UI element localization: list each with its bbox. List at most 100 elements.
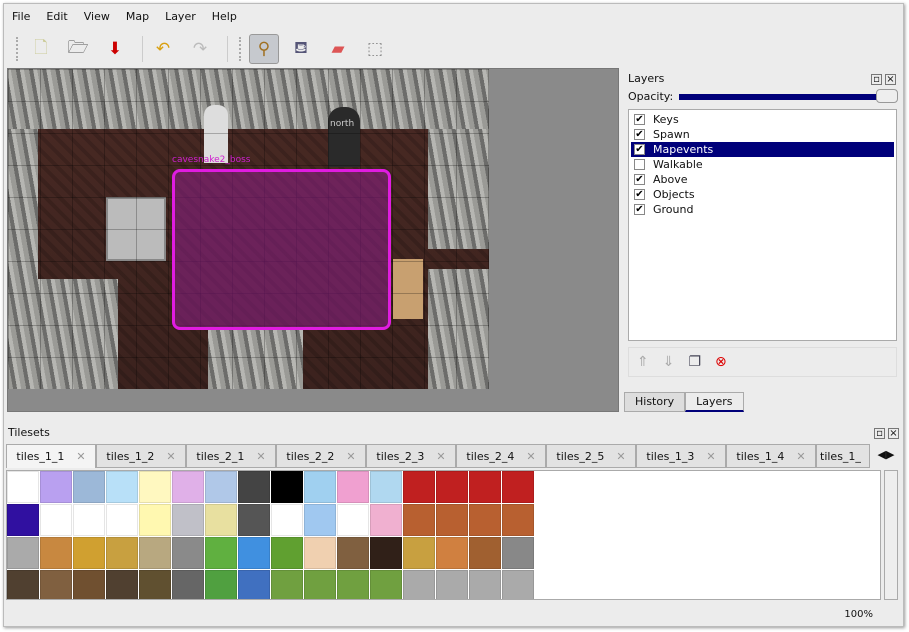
vertical-scrollbar[interactable] xyxy=(884,470,898,600)
tab-layers[interactable]: Layers xyxy=(685,392,744,412)
open-button[interactable]: 🗁 xyxy=(63,34,93,64)
tile[interactable] xyxy=(469,537,501,569)
tile[interactable] xyxy=(436,504,468,536)
opacity-slider[interactable] xyxy=(679,88,898,103)
tileset-tab[interactable]: tiles_2_2 ✕ xyxy=(276,444,366,468)
tile[interactable] xyxy=(172,537,204,569)
tile[interactable] xyxy=(40,570,72,599)
tileset-tab[interactable]: tiles_1_ xyxy=(816,444,870,468)
layer-row[interactable]: ✔ Ground xyxy=(631,202,894,217)
menu-file[interactable]: File xyxy=(12,10,31,23)
close-tab-icon[interactable]: ✕ xyxy=(76,450,86,463)
visibility-checkbox[interactable]: ✔ xyxy=(634,114,645,125)
tile[interactable] xyxy=(271,504,303,536)
tile[interactable] xyxy=(238,504,270,536)
close-tab-icon[interactable]: ✕ xyxy=(436,449,446,463)
eraser-button[interactable]: ▰ xyxy=(323,34,353,64)
layer-row[interactable]: ✔ Objects xyxy=(631,187,894,202)
tile[interactable] xyxy=(403,504,435,536)
tileset-tab[interactable]: tiles_2_3 ✕ xyxy=(366,444,456,468)
visibility-checkbox[interactable] xyxy=(634,159,645,170)
float-icon[interactable]: ▫ xyxy=(874,427,885,439)
tile[interactable] xyxy=(205,471,237,503)
tile[interactable] xyxy=(469,570,501,599)
tile[interactable] xyxy=(73,537,105,569)
selected-event-region[interactable] xyxy=(172,169,391,330)
tile[interactable] xyxy=(205,504,237,536)
tile[interactable] xyxy=(139,570,171,599)
layer-row[interactable]: ✔ Above xyxy=(631,172,894,187)
menu-map[interactable]: Map xyxy=(125,10,150,23)
tileset-tab[interactable]: tiles_2_4 ✕ xyxy=(456,444,546,468)
tile[interactable] xyxy=(436,471,468,503)
layer-row[interactable]: Walkable xyxy=(631,157,894,172)
tile[interactable] xyxy=(7,537,39,569)
tile[interactable] xyxy=(403,537,435,569)
tile[interactable] xyxy=(469,504,501,536)
save-button[interactable]: ⬇ xyxy=(100,34,130,64)
menu-help[interactable]: Help xyxy=(211,10,237,23)
slider-handle[interactable] xyxy=(876,88,898,103)
tile[interactable] xyxy=(304,504,336,536)
close-tab-icon[interactable]: ✕ xyxy=(346,449,356,463)
visibility-checkbox[interactable]: ✔ xyxy=(634,129,645,140)
tile[interactable] xyxy=(205,537,237,569)
tile[interactable] xyxy=(238,537,270,569)
close-tab-icon[interactable]: ✕ xyxy=(616,449,626,463)
tile[interactable] xyxy=(7,504,39,536)
tab-history[interactable]: History xyxy=(624,392,686,412)
tile[interactable] xyxy=(106,537,138,569)
tile[interactable] xyxy=(304,471,336,503)
tile[interactable] xyxy=(271,471,303,503)
tile[interactable] xyxy=(469,471,501,503)
tile[interactable] xyxy=(40,504,72,536)
tile[interactable] xyxy=(7,471,39,503)
map-view[interactable]: cavesnake2_boss north xyxy=(7,68,619,412)
tile[interactable] xyxy=(139,504,171,536)
tile[interactable] xyxy=(238,471,270,503)
tile[interactable] xyxy=(304,570,336,599)
tile[interactable] xyxy=(370,537,402,569)
tile[interactable] xyxy=(172,504,204,536)
tileset-grid[interactable] xyxy=(6,470,881,600)
stamp-brush-button[interactable]: ⚲ xyxy=(249,34,279,64)
visibility-checkbox[interactable]: ✔ xyxy=(634,189,645,200)
tile[interactable] xyxy=(139,471,171,503)
tile[interactable] xyxy=(502,570,534,599)
tile[interactable] xyxy=(337,504,369,536)
redo-button[interactable]: ↷ xyxy=(185,34,215,64)
raise-layer-icon[interactable]: ⇑ xyxy=(637,354,649,370)
visibility-checkbox[interactable]: ✔ xyxy=(634,174,645,185)
lower-layer-icon[interactable]: ⇓ xyxy=(662,354,675,370)
tile[interactable] xyxy=(73,504,105,536)
map-canvas[interactable]: cavesnake2_boss north xyxy=(8,69,489,389)
tile[interactable] xyxy=(106,504,138,536)
tile[interactable] xyxy=(436,570,468,599)
tile[interactable] xyxy=(370,570,402,599)
float-icon[interactable]: ▫ xyxy=(871,73,882,85)
tile[interactable] xyxy=(502,504,534,536)
tile[interactable] xyxy=(271,537,303,569)
close-tab-icon[interactable]: ✕ xyxy=(706,449,716,463)
tile[interactable] xyxy=(502,471,534,503)
tile[interactable] xyxy=(7,570,39,599)
tile[interactable] xyxy=(40,471,72,503)
tile[interactable] xyxy=(337,537,369,569)
close-tab-icon[interactable]: ✕ xyxy=(796,449,806,463)
tile[interactable] xyxy=(304,537,336,569)
menu-edit[interactable]: Edit xyxy=(46,10,68,23)
close-icon[interactable]: × xyxy=(888,427,899,439)
menu-layer[interactable]: Layer xyxy=(165,10,196,23)
undo-button[interactable]: ↶ xyxy=(148,34,178,64)
tile[interactable] xyxy=(73,570,105,599)
close-icon[interactable]: × xyxy=(885,73,896,85)
tile[interactable] xyxy=(40,537,72,569)
tile[interactable] xyxy=(403,570,435,599)
tile[interactable] xyxy=(106,570,138,599)
visibility-checkbox[interactable]: ✔ xyxy=(634,204,645,215)
visibility-checkbox[interactable]: ✔ xyxy=(634,144,645,155)
tile[interactable] xyxy=(337,570,369,599)
tile[interactable] xyxy=(106,471,138,503)
tile[interactable] xyxy=(370,504,402,536)
tile[interactable] xyxy=(436,537,468,569)
